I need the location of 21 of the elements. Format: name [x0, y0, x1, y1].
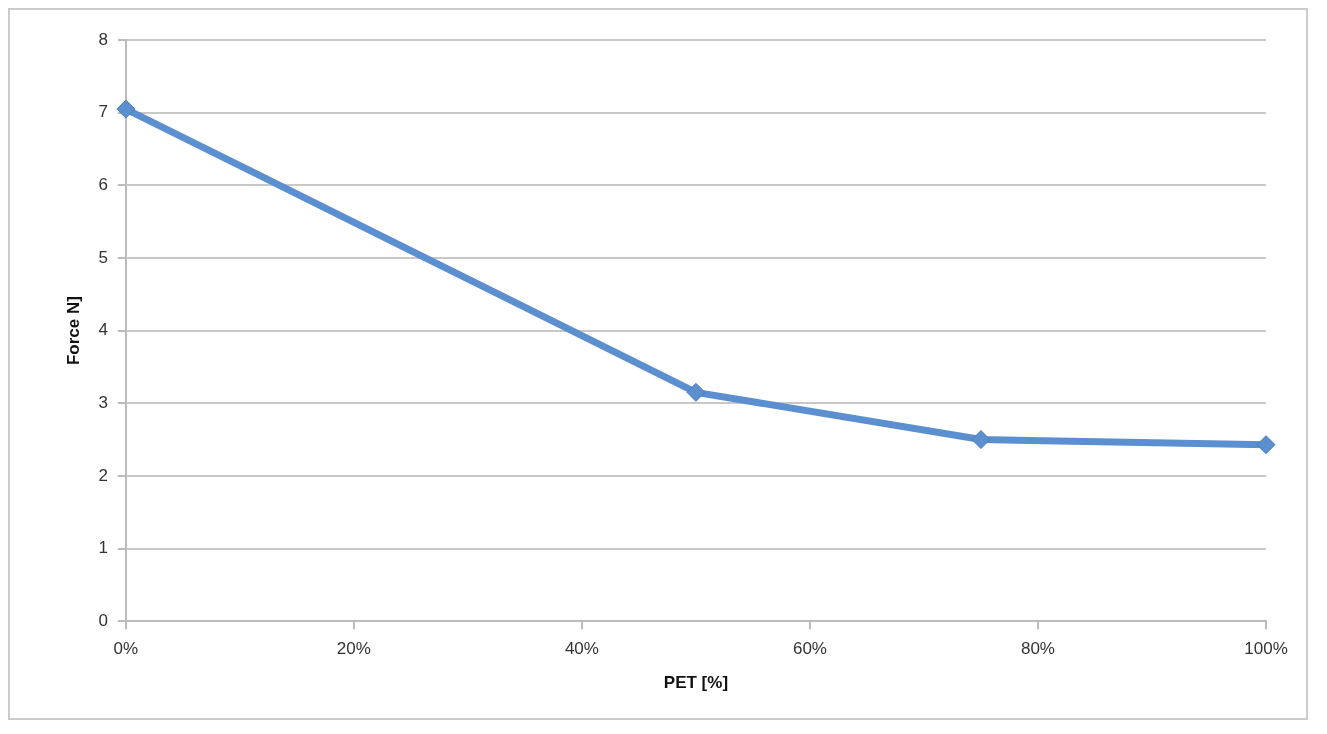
- x-tick-label: 100%: [1244, 639, 1288, 659]
- y-tick-label: 0: [98, 610, 108, 630]
- y-tick-label: 4: [98, 320, 108, 340]
- x-tick-label: 80%: [1020, 639, 1055, 659]
- x-tick-label: 40%: [564, 639, 599, 659]
- x-tick-label: 60%: [792, 639, 827, 659]
- y-tick-label: 6: [98, 174, 108, 194]
- x-tick-label: 20%: [336, 639, 371, 659]
- point: [971, 430, 991, 450]
- y-tick-label: 2: [98, 465, 108, 485]
- point: [686, 382, 706, 402]
- y-tick-label: 1: [98, 538, 108, 558]
- point: [116, 99, 136, 119]
- x-axis-title: PET [%]: [663, 673, 729, 693]
- point: [1256, 435, 1276, 455]
- y-tick-label: 5: [98, 247, 108, 267]
- x-tick-label: 0%: [113, 639, 139, 659]
- y-tick-label: 3: [98, 392, 108, 412]
- y-tick-label: 8: [98, 29, 108, 49]
- y-axis-title: Force N]: [63, 296, 83, 366]
- y-tick-label: 7: [98, 102, 108, 122]
